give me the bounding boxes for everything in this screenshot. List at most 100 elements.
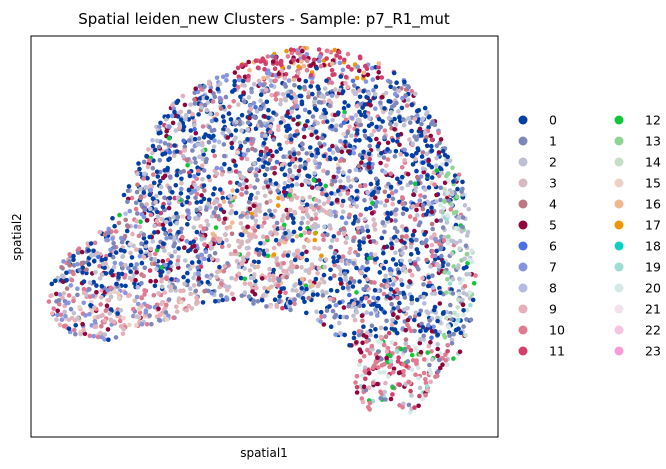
legend-marker-19 (614, 262, 624, 272)
scatter-point (273, 97, 279, 102)
scatter-point (282, 180, 288, 186)
scatter-point (322, 107, 327, 113)
scatter-point (357, 68, 362, 74)
scatter-point (376, 116, 382, 122)
scatter-point (172, 143, 177, 148)
scatter-point (202, 256, 207, 262)
scatter-point (288, 300, 293, 306)
scatter-point (173, 183, 179, 188)
scatter-point (304, 52, 310, 57)
scatter-point (138, 186, 143, 192)
scatter-point (389, 340, 395, 345)
scatter-point (377, 370, 383, 375)
scatter-point (379, 94, 385, 100)
scatter-point (185, 208, 190, 213)
scatter-point (213, 205, 219, 211)
scatter-point (394, 330, 400, 336)
scatter-point (318, 319, 323, 324)
scatter-point (230, 188, 235, 193)
scatter-point (150, 138, 155, 143)
scatter-point (186, 248, 191, 254)
scatter-point (139, 303, 144, 309)
scatter-point (388, 171, 394, 176)
scatter-point (436, 150, 442, 155)
scatter-point (226, 243, 232, 249)
scatter-point (289, 269, 295, 275)
scatter-point (183, 258, 188, 263)
scatter-point (213, 117, 219, 123)
scatter-point (354, 265, 359, 271)
scatter-point (139, 241, 144, 246)
scatter-point (246, 200, 252, 205)
scatter-point (306, 174, 312, 179)
scatter-point (166, 142, 172, 148)
scatter-point (159, 301, 164, 307)
scatter-point (337, 300, 343, 305)
scatter-point (258, 98, 263, 103)
scatter-point (99, 323, 104, 329)
scatter-point (251, 114, 257, 119)
scatter-point (142, 207, 147, 212)
scatter-point (207, 197, 212, 203)
scatter-point (397, 142, 402, 148)
scatter-point (306, 238, 311, 244)
scatter-point (438, 137, 444, 142)
scatter-point (400, 201, 405, 206)
scatter-point (435, 332, 441, 338)
scatter-point (432, 122, 438, 128)
scatter-point (403, 93, 408, 98)
scatter-point (338, 139, 343, 144)
scatter-point (470, 297, 476, 303)
scatter-point (239, 186, 245, 192)
scatter-point (331, 259, 337, 265)
scatter-point (331, 296, 336, 302)
scatter-point (143, 310, 149, 315)
scatter-point (324, 308, 330, 313)
scatter-point (383, 259, 389, 265)
scatter-point (169, 277, 174, 282)
scatter-point (120, 265, 125, 271)
scatter-point (67, 252, 72, 257)
scatter-point (406, 116, 412, 121)
scatter-point (229, 275, 234, 281)
scatter-point (379, 283, 385, 288)
scatter-point (192, 122, 197, 128)
scatter-point (123, 283, 128, 289)
scatter-point (313, 216, 319, 221)
scatter-point (192, 182, 197, 188)
scatter-point (185, 222, 190, 227)
scatter-point (261, 102, 266, 107)
scatter-point (392, 154, 398, 159)
scatter-point (102, 318, 107, 323)
scatter-point (294, 195, 300, 201)
scatter-point (437, 301, 443, 306)
scatter-point (442, 270, 448, 275)
scatter-point (255, 190, 261, 196)
scatter-point (423, 138, 428, 143)
scatter-point (343, 277, 349, 283)
scatter-point (358, 384, 364, 389)
scatter-point (381, 342, 387, 348)
scatter-point (311, 57, 317, 63)
scatter-point (80, 265, 86, 271)
scatter-point (395, 315, 400, 320)
scatter-point (453, 321, 459, 327)
scatter-point (255, 65, 261, 70)
scatter-point (105, 327, 111, 332)
scatter-point (247, 206, 253, 212)
scatter-point (433, 256, 438, 262)
scatter-point (99, 295, 104, 300)
scatter-point (400, 117, 406, 122)
scatter-point (282, 96, 288, 101)
scatter-point (418, 174, 424, 179)
scatter-point (225, 127, 231, 133)
scatter-point (308, 73, 314, 78)
scatter-point (404, 227, 409, 233)
scatter-point (406, 402, 412, 408)
scatter-point (366, 234, 372, 240)
scatter-point (466, 206, 472, 212)
scatter-point (186, 303, 192, 309)
scatter-point (404, 233, 409, 239)
scatter-point (166, 269, 171, 275)
scatter-point (287, 178, 292, 184)
